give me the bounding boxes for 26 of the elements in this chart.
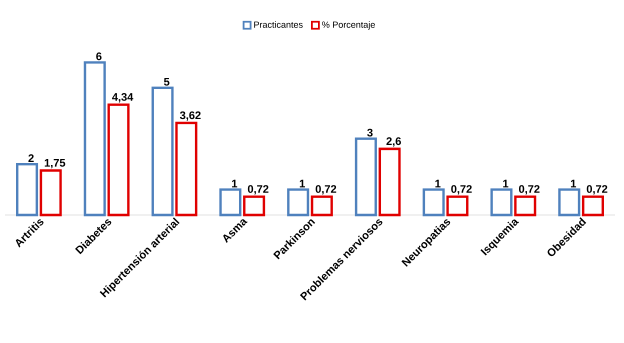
data-label: 3,62 — [180, 111, 201, 121]
bar — [152, 86, 174, 216]
data-label: 0,72 — [518, 185, 540, 194]
bar — [422, 188, 445, 216]
data-label: 6 — [96, 52, 102, 60]
data-label: 1 — [232, 180, 238, 188]
bar — [287, 188, 310, 216]
bar — [446, 195, 468, 216]
data-label: 1 — [435, 180, 441, 188]
bar — [175, 122, 198, 216]
data-label: 1 — [570, 180, 576, 188]
legend-label: % Porcentaje — [322, 21, 375, 30]
data-label: 2 — [28, 154, 34, 162]
data-label: 4,34 — [112, 93, 134, 102]
data-label: 2,6 — [386, 137, 401, 147]
data-label: 1 — [300, 180, 305, 188]
data-label: 0,72 — [586, 185, 608, 194]
data-label: 1,75 — [44, 159, 66, 168]
data-label: 5 — [164, 78, 170, 86]
data-label: 1 — [503, 180, 508, 188]
data-label: 0,72 — [316, 185, 336, 194]
legend-label: Practicantes — [254, 21, 303, 28]
data-label: 3 — [367, 128, 373, 137]
bar — [310, 195, 333, 216]
data-label: 0,72 — [248, 185, 268, 194]
data-label: 0,72 — [451, 185, 472, 194]
